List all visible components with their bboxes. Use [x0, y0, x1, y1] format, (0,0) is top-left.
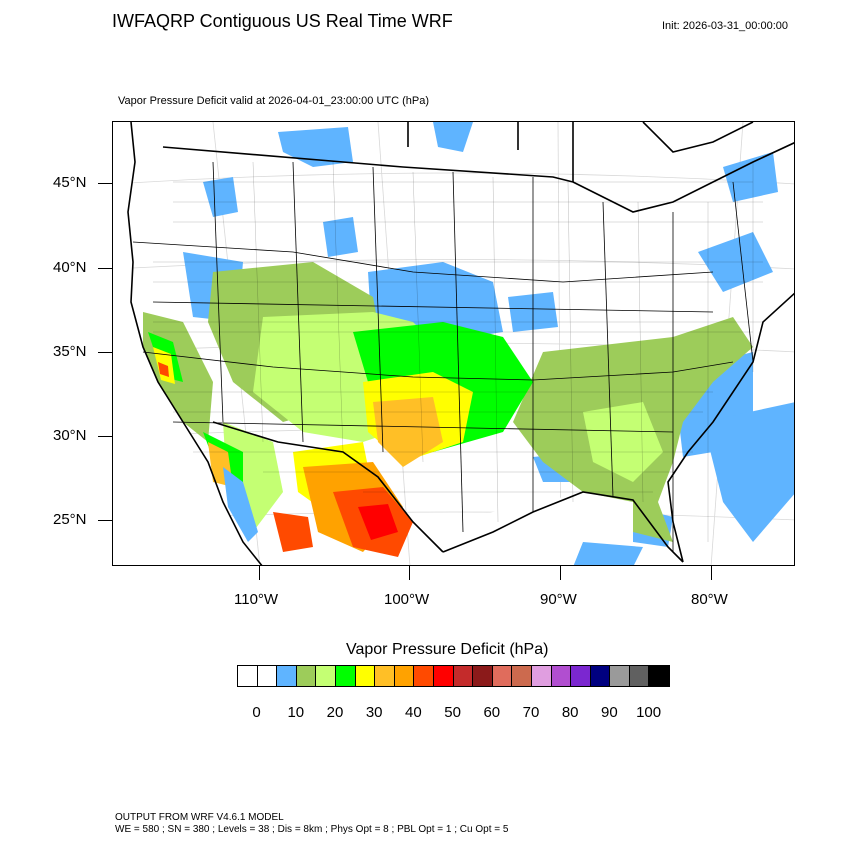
colorbar — [237, 665, 671, 687]
colorbar-swatch — [335, 666, 356, 686]
lat-tick — [98, 183, 112, 184]
colorbar-swatch — [453, 666, 474, 686]
colorbar-label: 50 — [444, 704, 461, 721]
lat-tick — [98, 268, 112, 269]
colorbar-swatch — [394, 666, 415, 686]
colorbar-swatch — [414, 666, 434, 686]
county-lines — [153, 161, 763, 542]
footer-settings: WE = 580 ; SN = 380 ; Levels = 38 ; Dis … — [115, 824, 509, 835]
page-title: IWFAQRP Contiguous US Real Time WRF — [112, 11, 453, 31]
colorbar-swatch — [531, 666, 552, 686]
colorbar-swatch — [610, 666, 630, 686]
lon-tick — [560, 566, 561, 580]
lat-label-35: 35°N — [53, 343, 87, 360]
colorbar-swatch — [571, 666, 591, 686]
colorbar-label: 90 — [601, 704, 618, 721]
lat-tick — [98, 436, 112, 437]
lat-tick — [98, 352, 112, 353]
colorbar-swatch — [433, 666, 454, 686]
colorbar-label: 0 — [252, 704, 261, 721]
map-panel — [112, 121, 795, 566]
lon-label-80: 80°W — [691, 591, 728, 608]
lon-label-90: 90°W — [540, 591, 577, 608]
init-time: Init: 2026-03-31_00:00:00 — [662, 20, 788, 32]
lat-label-25: 25°N — [53, 511, 87, 528]
colorbar-swatch — [551, 666, 572, 686]
colorbar-swatch — [649, 666, 670, 686]
colorbar-swatch — [355, 666, 376, 686]
lat-label-30: 30°N — [53, 427, 87, 444]
footer-model: OUTPUT FROM WRF V4.6.1 MODEL — [115, 812, 284, 823]
colorbar-label: 80 — [561, 704, 579, 721]
vpd-field — [143, 262, 753, 565]
lon-label-110: 110°W — [234, 591, 279, 608]
colorbar-swatch — [375, 666, 395, 686]
map-subtitle: Vapor Pressure Deficit valid at 2026-04-… — [118, 95, 430, 107]
lat-label-45: 45°N — [53, 174, 87, 191]
colorbar-swatch — [512, 666, 532, 686]
lon-tick — [409, 566, 410, 580]
colorbar-swatch — [316, 666, 336, 686]
colorbar-label: 20 — [326, 704, 344, 721]
colorbar-title: Vapor Pressure Deficit (hPa) — [346, 641, 549, 658]
vpd-map — [113, 122, 794, 565]
lat-tick — [98, 520, 112, 521]
colorbar-swatch — [629, 666, 650, 686]
colorbar-swatch — [238, 666, 258, 686]
colorbar-swatch — [257, 666, 278, 686]
colorbar-swatch — [473, 666, 493, 686]
lon-tick — [259, 566, 260, 580]
colorbar-swatch — [590, 666, 611, 686]
colorbar-label: 100 — [636, 704, 662, 721]
colorbar-swatch — [492, 666, 513, 686]
colorbar-swatch — [277, 666, 297, 686]
colorbar-label: 40 — [405, 704, 422, 721]
lon-label-100: 100°W — [384, 591, 430, 608]
colorbar-label: 10 — [287, 704, 305, 721]
colorbar-swatch — [296, 666, 317, 686]
colorbar-label: 60 — [483, 704, 501, 721]
colorbar-label: 70 — [522, 704, 540, 721]
lat-label-40: 40°N — [53, 259, 87, 276]
lon-tick — [711, 566, 712, 580]
colorbar-label: 30 — [365, 704, 383, 721]
